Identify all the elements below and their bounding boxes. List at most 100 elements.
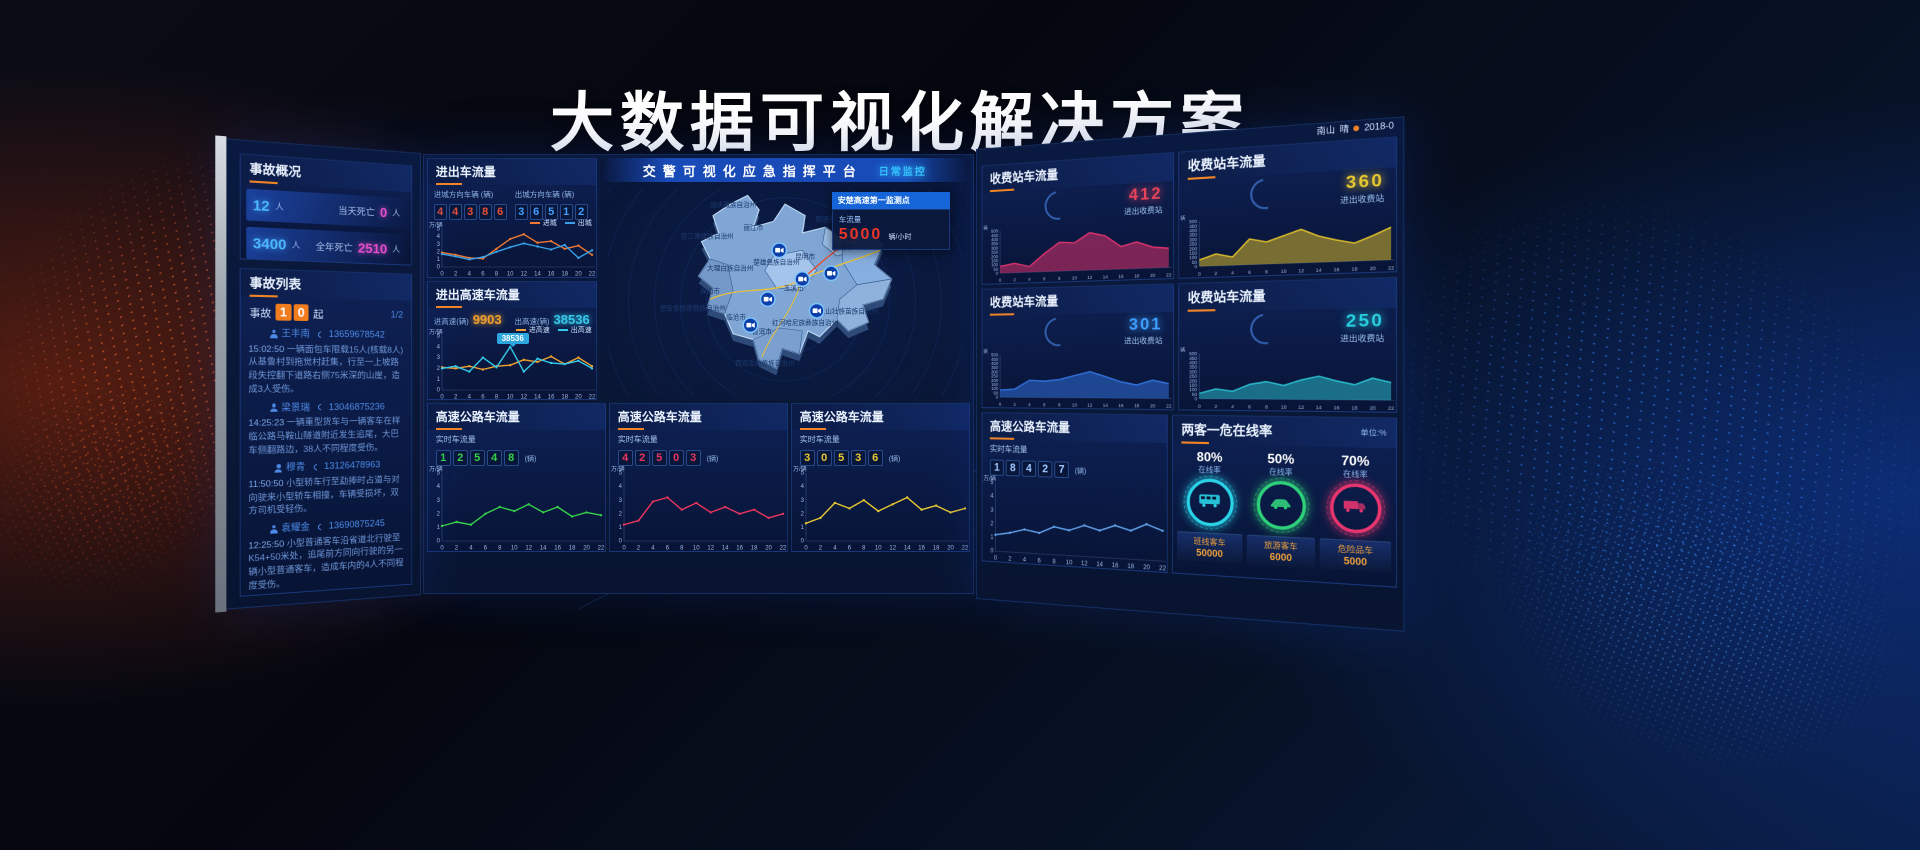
panel-toll-flow: 收费站车流量 250 进出收费站 500 450 400 350 300 250 200 15… [1177,276,1398,413]
svg-text:4: 4 [1028,402,1031,407]
flow-group-label: 进城方向车辆 (辆) [433,190,494,199]
svg-text:22: 22 [588,394,595,400]
svg-text:0: 0 [436,265,440,271]
online-gauge: 80% 在线率 班线客车 50000 [1177,449,1242,575]
svg-text:8: 8 [498,546,502,552]
svg-text:8: 8 [862,546,866,552]
map-tooltip-unit: 辆/小时 [888,234,912,241]
toll-column-inner: 收费站车流量 412 进出收费站 500 450 400 350 300 250 200 15… [981,151,1174,411]
legend-item: 出高速 [557,325,592,335]
svg-text:0: 0 [618,539,622,545]
mode-button[interactable]: 日常监控 [878,166,927,178]
svg-text:昭通市: 昭通市 [815,214,835,223]
phone-icon [313,463,321,472]
svg-text:4: 4 [436,344,440,350]
map-marker-camera[interactable] [822,265,839,282]
accident-stat-row: 3400 人 全年死亡 2510 人 [246,226,406,265]
toll-value: 301 [1128,315,1163,335]
stat-number: 3400 [252,234,287,253]
count-digit: 0 [293,304,309,322]
highway-stat: 进高速(辆) 9903 [434,312,509,327]
svg-text:10: 10 [693,546,700,552]
svg-text:0: 0 [1194,396,1197,402]
gauge-ring [1256,480,1306,531]
svg-text:350: 350 [991,241,999,247]
svg-text:18: 18 [1351,266,1358,272]
accident-list-item[interactable]: 穆青 13126478963 11:50:50 小型轿车行至勐捧时占道与对向驶来… [248,458,404,518]
accident-person-name: 王丰南 [281,327,310,339]
accident-description: 12:25:50 小型普通客车沿省道北行驶至K54+50米处，追尾前方同向行驶的… [248,530,404,592]
vehicle-count: 5000 [1343,555,1367,568]
road-sub-label: 实时车流量 [617,435,658,444]
highway-stat-value: 9903 [472,311,502,327]
svg-text:350: 350 [991,365,999,370]
svg-text:16: 16 [547,272,554,278]
svg-text:16: 16 [1111,563,1118,570]
stat-value-unit: 人 [392,244,401,254]
gauge-chip: 班线客车 50000 [1177,531,1242,564]
road-flow-chart: 5 4 3 2 1 0 万/辆 0 2 4 6 8 10 12 14 16 18 20 22 [428,465,605,552]
svg-text:18: 18 [561,394,568,400]
svg-text:18: 18 [932,546,939,552]
panel-title: 事故列表 [240,268,411,301]
panel-accident-overview: 事故概况 12 人 当天死亡 0 人 3400 [239,153,412,266]
svg-text:4: 4 [436,484,440,490]
svg-text:0: 0 [622,546,626,552]
toll-stat: 250 进出收费站 [1179,308,1396,346]
svg-text:20: 20 [583,546,590,552]
toll-flow-chart: 500 450 400 350 300 250 200 150 100 50 0 辆 0 2 4 6 8 10 12… [982,215,1173,289]
map-marker-camera[interactable] [759,291,776,308]
svg-text:0: 0 [999,401,1002,406]
svg-text:100: 100 [991,262,999,268]
svg-text:0: 0 [800,539,804,545]
svg-text:12: 12 [707,546,714,552]
svg-text:0: 0 [1198,403,1201,409]
svg-text:4: 4 [618,484,622,490]
accident-list-item[interactable]: 梁景瑞 13046875236 14:25:23 一辆重型货车与一辆客车在样临公… [248,400,404,457]
svg-text:2: 2 [436,366,440,372]
svg-text:6: 6 [1037,558,1040,565]
svg-text:6: 6 [665,546,669,552]
svg-text:100: 100 [1189,255,1198,261]
svg-text:300: 300 [1189,369,1198,375]
svg-text:14: 14 [534,394,541,400]
svg-text:万/辆: 万/辆 [611,466,625,473]
road-flow-chart: 5 4 3 2 1 0 万/辆 0 2 4 6 8 10 12 14 16 18 20 22 [792,465,969,552]
weather-sun-icon [1353,125,1360,132]
svg-text:18: 18 [1134,273,1140,279]
panel-title: 高速公路车流量 [609,404,787,430]
svg-text:4: 4 [990,494,993,501]
svg-text:14: 14 [722,546,729,552]
accident-list-item[interactable]: 王丰南 13659678542 15:02:50 一辆面包车限载15人(核载8人… [248,326,404,395]
accident-stat-row: 12 人 当天死亡 0 人 [246,188,406,229]
svg-text:200: 200 [991,378,999,383]
accident-list-item[interactable]: 袁耀金 13690875245 12:25:50 小型普通客车沿省道北行驶至K5… [248,516,404,593]
map-marker-camera[interactable] [771,242,787,259]
map-marker-camera[interactable] [742,317,759,334]
svg-text:2: 2 [436,511,440,517]
svg-text:2: 2 [1214,403,1217,409]
svg-text:玉溪市: 玉溪市 [783,284,803,293]
highway-stat-label: 进高速(辆) [433,316,469,326]
panel-title: 高速公路车流量 [791,404,969,430]
svg-text:3: 3 [436,242,440,248]
road-sub-label: 实时车流量 [435,435,476,444]
panel-title-text: 高速公路车流量 [435,410,520,424]
legend-item: 出城 [564,218,592,228]
svg-text:50: 50 [1192,391,1198,397]
svg-text:14: 14 [1102,274,1108,280]
svg-text:1: 1 [436,525,440,531]
map-marker-camera[interactable] [808,302,825,319]
video-wall: 事故概况 12 人 当天死亡 0 人 3400 [215,116,1405,632]
map-marker-camera[interactable] [794,271,810,287]
svg-text:16: 16 [547,394,554,400]
pagination[interactable]: 1/2 [390,309,404,320]
legend-item: 进高速 [515,325,550,335]
